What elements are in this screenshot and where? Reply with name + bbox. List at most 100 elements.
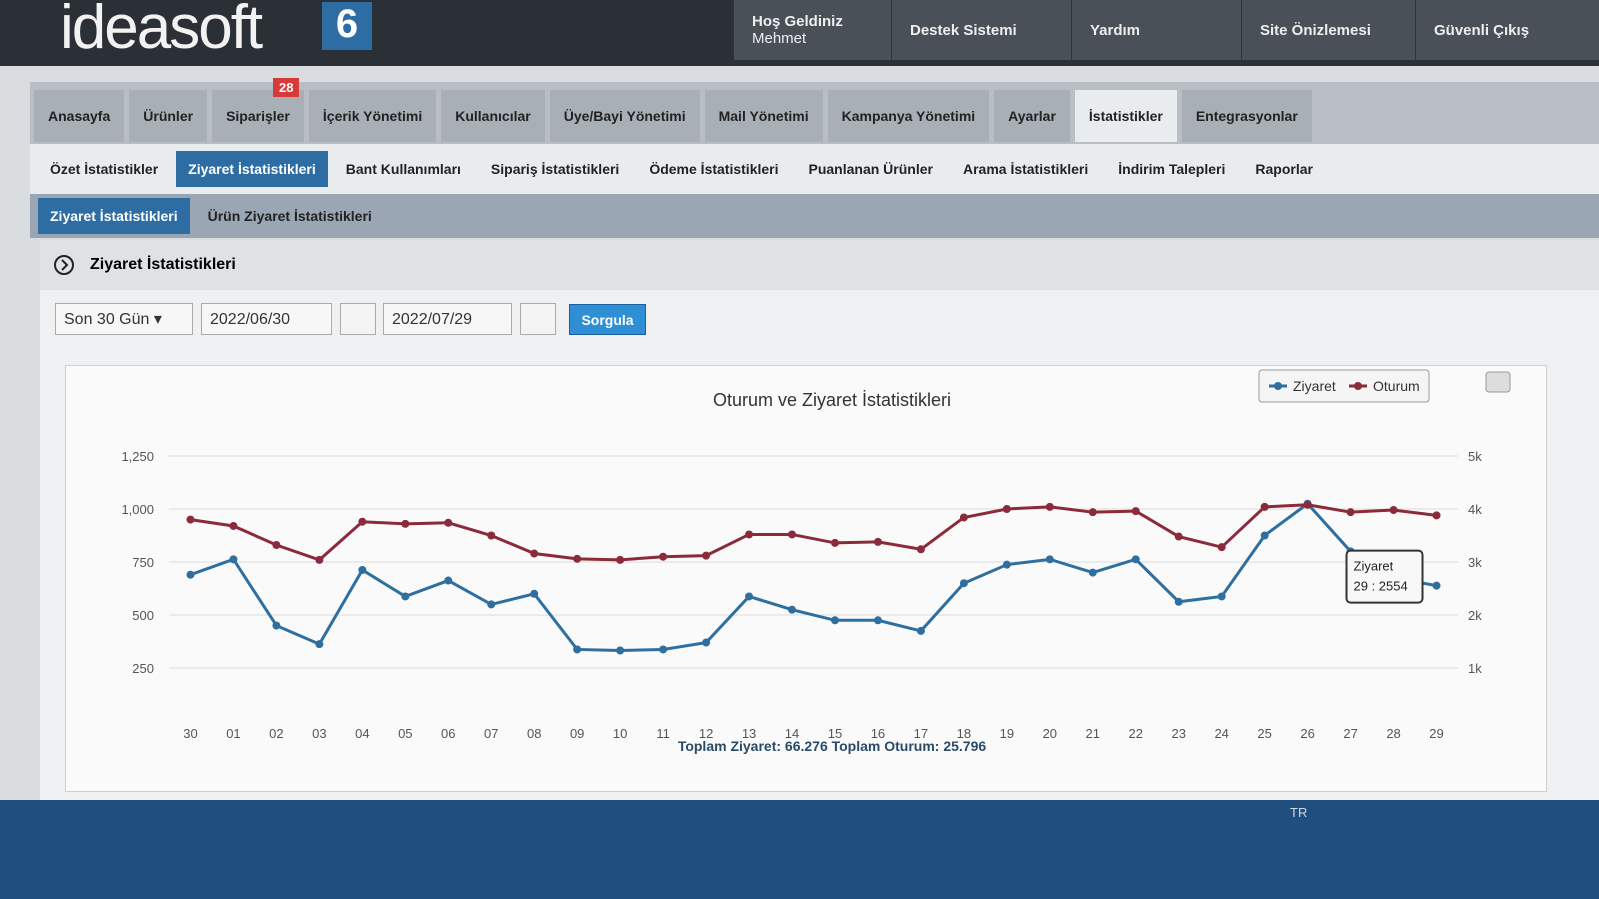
nav-tab[interactable]: Kullanıcılar xyxy=(441,90,545,142)
point xyxy=(788,605,797,614)
point xyxy=(873,616,882,625)
header-link[interactable]: Site Önizlemesi xyxy=(1241,0,1415,60)
point xyxy=(358,565,367,574)
x-tick-label: 24 xyxy=(1214,726,1228,741)
point xyxy=(1217,543,1226,552)
tick-label: 2k xyxy=(1468,608,1482,623)
point xyxy=(1174,597,1183,606)
tick-label: 750 xyxy=(132,555,154,570)
nav-tab[interactable]: Üye/Bayi Yönetimi xyxy=(549,90,700,142)
point xyxy=(1260,502,1269,511)
point xyxy=(1088,508,1097,517)
x-tick-label: 14 xyxy=(785,726,799,741)
lang: TR xyxy=(1290,805,1308,820)
nav-tab[interactable]: Kampanya Yönetimi xyxy=(827,90,990,142)
point xyxy=(1260,531,1269,540)
point xyxy=(1389,506,1398,515)
point xyxy=(186,570,195,579)
point xyxy=(444,576,453,585)
point xyxy=(358,517,367,526)
point xyxy=(1217,592,1226,601)
calendar-button[interactable] xyxy=(340,303,376,335)
nav: Anasayfa Ürünler Siparişler İçerik Yönetimi… xyxy=(34,90,1312,142)
x-tick-label: 10 xyxy=(613,726,627,741)
section-title: Ziyaret İstatistikleri xyxy=(90,256,236,273)
x-tick-label: 23 xyxy=(1171,726,1185,741)
legend-label: Oturum xyxy=(1373,378,1420,394)
point xyxy=(659,645,668,654)
print-button[interactable] xyxy=(1485,371,1511,393)
point xyxy=(1045,555,1054,564)
header-link[interactable]: Destek Sistemi xyxy=(891,0,1071,60)
subnav: Özet İstatistikler Ziyaret İstatistikleri… xyxy=(30,144,1599,194)
nav-tab[interactable]: Entegrasyonlar xyxy=(1181,90,1312,142)
point xyxy=(1303,500,1312,509)
subnav-tab[interactable]: Ödeme İstatistikleri xyxy=(649,161,779,177)
x-tick-label: 01 xyxy=(226,726,240,741)
user-box[interactable]: Hoş Geldiniz Mehmet xyxy=(733,0,891,60)
subnav-tab[interactable]: Bant Kullanımları xyxy=(345,161,461,177)
subnav-tab[interactable]: Sipariş İstatistikleri xyxy=(490,161,620,177)
start-date[interactable]: 2022/06/30 xyxy=(201,303,332,335)
series-line xyxy=(189,501,1437,653)
nav-tab[interactable]: Ürünler xyxy=(129,90,208,142)
header-link[interactable]: Güvenli Çıkış xyxy=(1415,0,1599,60)
x-tick-label: 16 xyxy=(871,726,885,741)
version: 6 xyxy=(322,2,372,50)
x-tick-label: 30 xyxy=(183,726,197,741)
legend-dot xyxy=(1274,382,1282,390)
subnav-tab[interactable]: Puanlanan Ürünler xyxy=(808,161,933,177)
greeting: Hoş Geldiniz xyxy=(752,13,843,30)
chart-panel: Oturum ve Ziyaret İstatistikleri Toplam Z… xyxy=(65,365,1547,792)
subnav-tab[interactable]: Özet İstatistikler xyxy=(50,161,159,177)
end-date[interactable]: 2022/07/29 xyxy=(383,303,512,335)
x-tick-label: 11 xyxy=(656,726,670,741)
x-tick-label: 05 xyxy=(398,726,412,741)
point xyxy=(487,600,496,609)
nav-tab[interactable]: İstatistikler xyxy=(1074,90,1177,142)
x-tick-label: 27 xyxy=(1343,726,1357,741)
period: Son 30 Gün xyxy=(64,311,150,328)
subnav2-tab[interactable]: Ürün Ziyaret İstatistikleri xyxy=(207,208,372,224)
x-tick-label: 07 xyxy=(484,726,498,741)
subnav2-tab[interactable]: Ziyaret İstatistikleri xyxy=(38,198,190,234)
legend: Ziyaret Oturum xyxy=(1258,369,1430,403)
user-name: Mehmet xyxy=(752,30,807,47)
point xyxy=(1045,502,1054,511)
nav-tab[interactable]: İçerik Yönetimi xyxy=(308,90,437,142)
x-tick-label: 22 xyxy=(1129,726,1143,741)
point xyxy=(272,621,281,630)
x-tick-label: 19 xyxy=(1000,726,1014,741)
point xyxy=(530,549,539,558)
calendar-button[interactable] xyxy=(520,303,556,335)
point xyxy=(573,554,582,563)
subnav-tab[interactable]: Raporlar xyxy=(1255,161,1313,177)
tick-label: 1,250 xyxy=(121,449,154,464)
x-tick-label: 02 xyxy=(269,726,283,741)
point xyxy=(1174,532,1183,541)
nav-tab[interactable]: Anasayfa xyxy=(34,90,125,142)
subnav-tab[interactable]: Arama İstatistikleri xyxy=(962,161,1089,177)
period-select[interactable]: Son 30 Gün ▾ xyxy=(55,303,193,335)
point xyxy=(1346,508,1355,517)
subnav-tab[interactable]: İndirim Talepleri xyxy=(1118,161,1226,177)
point xyxy=(916,626,925,635)
point xyxy=(573,645,582,654)
logo[interactable]: ideasoft xyxy=(60,0,263,62)
collapse-icon[interactable] xyxy=(40,250,80,280)
point xyxy=(745,592,754,601)
point xyxy=(444,518,453,527)
nav-tab[interactable]: Ayarlar xyxy=(994,90,1070,142)
point xyxy=(315,555,324,564)
point xyxy=(959,513,968,522)
subnav2: Ziyaret İstatistikleri Ürün Ziyaret İstat… xyxy=(30,194,1599,238)
tick-label: 250 xyxy=(132,661,154,676)
nav-tab[interactable]: Siparişler xyxy=(212,90,304,142)
nav-tab[interactable]: Mail Yönetimi xyxy=(704,90,823,142)
query-button[interactable]: Sorgula xyxy=(569,304,646,335)
x-tick-label: 12 xyxy=(699,726,713,741)
point xyxy=(272,541,281,550)
header-link[interactable]: Yardım xyxy=(1071,0,1241,60)
subnav-tab[interactable]: Ziyaret İstatistikleri xyxy=(176,151,328,187)
